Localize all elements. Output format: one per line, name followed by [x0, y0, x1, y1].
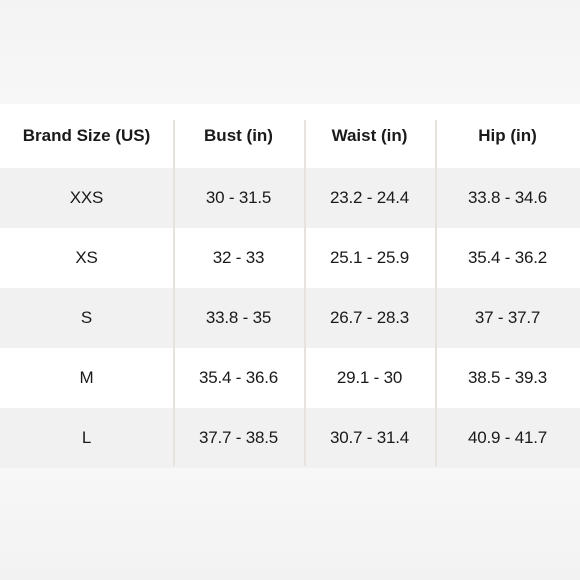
table-row: XXS 30 - 31.5 23.2 - 24.4 33.8 - 34.6	[0, 168, 580, 228]
bust-cell: 35.4 - 36.6	[198, 368, 279, 387]
hip-cell: 37 - 37.7	[474, 308, 541, 327]
table-row: M 35.4 - 36.6 29.1 - 30 38.5 - 39.3	[0, 348, 580, 408]
waist-cell: 25.1 - 25.9	[329, 248, 410, 267]
column-divider	[435, 120, 437, 466]
size-cell: M	[79, 368, 94, 387]
size-chart-table: Brand Size (US) Bust (in) Waist (in) Hip…	[0, 104, 580, 468]
hip-cell: 40.9 - 41.7	[467, 428, 548, 447]
size-cell: XXS	[69, 188, 104, 207]
waist-cell: 30.7 - 31.4	[329, 428, 410, 447]
size-cell: S	[80, 308, 93, 327]
bust-cell: 30 - 31.5	[205, 188, 272, 207]
bust-cell: 37.7 - 38.5	[198, 428, 279, 447]
hip-cell: 33.8 - 34.6	[467, 188, 548, 207]
column-divider	[173, 120, 175, 466]
column-divider	[304, 120, 306, 466]
header-row: Brand Size (US) Bust (in) Waist (in) Hip…	[0, 104, 580, 168]
bust-cell: 33.8 - 35	[205, 308, 272, 327]
table-row: S 33.8 - 35 26.7 - 28.3 37 - 37.7	[0, 288, 580, 348]
header-bust: Bust (in)	[204, 126, 273, 145]
table-row: XS 32 - 33 25.1 - 25.9 35.4 - 36.2	[0, 228, 580, 288]
size-cell: XS	[75, 248, 98, 267]
header-brand-size: Brand Size (US)	[22, 126, 151, 145]
waist-cell: 29.1 - 30	[336, 368, 403, 387]
header-hip: Hip (in)	[478, 126, 537, 145]
hip-cell: 38.5 - 39.3	[467, 368, 548, 387]
waist-cell: 26.7 - 28.3	[329, 308, 410, 327]
hip-cell: 35.4 - 36.2	[467, 248, 548, 267]
waist-cell: 23.2 - 24.4	[329, 188, 410, 207]
table-row: L 37.7 - 38.5 30.7 - 31.4 40.9 - 41.7	[0, 408, 580, 468]
bust-cell: 32 - 33	[212, 248, 265, 267]
header-waist: Waist (in)	[331, 126, 408, 145]
size-cell: L	[81, 428, 92, 447]
